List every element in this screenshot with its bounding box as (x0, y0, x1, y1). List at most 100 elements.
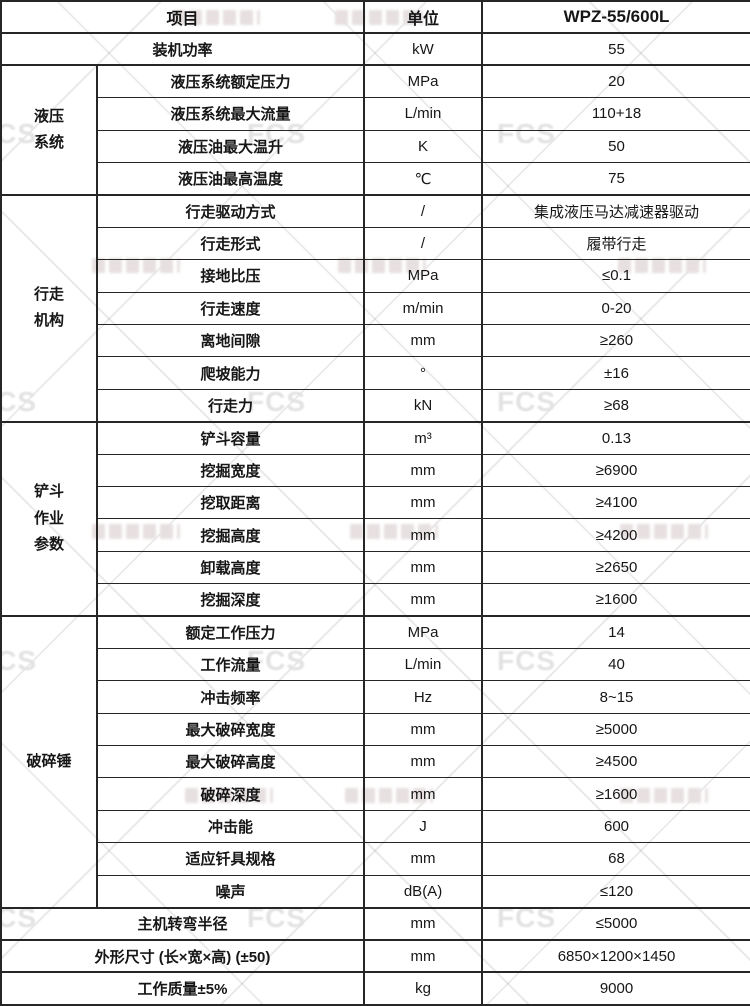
spec-value: ≥4100 (481, 485, 750, 520)
unit-value: mm (363, 906, 484, 941)
item-label: 挖取距离 (95, 485, 366, 520)
spec-value: ±16 (481, 356, 750, 390)
spec-value: 75 (481, 162, 750, 196)
spec-value: 40 (481, 647, 750, 682)
unit-value: mm (363, 583, 484, 617)
item-label: 噪声 (95, 874, 366, 909)
spec-value: 集成液压马达减速器驱动 (481, 193, 750, 228)
item-label: 工作质量±5% (0, 971, 366, 1006)
spec-row: 挖掘宽度 mm ≥6900 (1, 453, 750, 487)
unit-value: m³ (363, 420, 484, 455)
item-label: 行走驱动方式 (95, 193, 366, 228)
unit-value: mm (363, 324, 484, 358)
spec-row: 最大破碎宽度 mm ≥5000 (1, 712, 750, 747)
unit-value: MPa (363, 64, 484, 99)
unit-value: mm (363, 518, 484, 552)
spec-value: 600 (481, 809, 750, 844)
spec-row: 行走速度 m/min 0-20 (1, 291, 750, 326)
spec-value: 20 (481, 64, 750, 99)
spec-row: 爬坡能力 ° ±16 (1, 356, 750, 390)
spec-row: 接地比压 MPa ≤0.1 (1, 259, 750, 293)
item-label: 爬坡能力 (95, 356, 366, 390)
spec-value: ≥4500 (481, 745, 750, 779)
spec-value: 14 (481, 615, 750, 649)
table-header-row: 项目 单位 WPZ-55/600L (0, 0, 750, 34)
spec-value: ≤5000 (481, 906, 750, 941)
spec-value: ≥260 (481, 324, 750, 358)
spec-value: ≥1600 (481, 583, 750, 617)
unit-value: L/min (363, 647, 484, 682)
spec-row: 液压油最高温度 ℃ 75 (1, 162, 750, 196)
unit-value: mm (363, 842, 484, 876)
unit-value: MPa (363, 259, 484, 293)
spec-row: 挖取距离 mm ≥4100 (1, 485, 750, 520)
spec-row: 外形尺寸 (长×宽×高) (±50) mm 6850×1200×1450 (0, 938, 750, 973)
unit-value: m/min (363, 291, 484, 326)
spec-row: 适应钎具规格 mm 68 (1, 842, 750, 876)
unit-value: mm (363, 745, 484, 779)
spec-value: 55 (481, 31, 750, 66)
unit-value: / (363, 193, 484, 228)
item-label: 液压油最高温度 (95, 162, 366, 196)
spec-row: 最大破碎高度 mm ≥4500 (1, 745, 750, 779)
unit-value: kN (363, 388, 484, 423)
spec-row: 行走形式 / 履带行走 (1, 226, 750, 261)
unit-value: mm (363, 938, 484, 973)
unit-value: / (363, 226, 484, 261)
item-label: 装机功率 (0, 31, 366, 66)
col-header-item: 项目 (0, 0, 366, 34)
spec-row: 冲击频率 Hz 8~15 (1, 680, 750, 714)
spec-row: 主机转弯半径 mm ≤5000 (0, 906, 750, 941)
unit-value: mm (363, 777, 484, 811)
unit-value: MPa (363, 615, 484, 649)
col-header-model: WPZ-55/600L (481, 0, 750, 34)
unit-value: ℃ (363, 162, 484, 196)
item-label: 主机转弯半径 (0, 906, 366, 941)
item-label: 液压系统最大流量 (95, 97, 366, 131)
item-label: 液压油最大温升 (95, 129, 366, 164)
unit-value: ° (363, 356, 484, 390)
spec-value: ≥4200 (481, 518, 750, 552)
spec-value: 9000 (481, 971, 750, 1006)
spec-row: 卸载高度 mm ≥2650 (1, 550, 750, 585)
item-label: 最大破碎高度 (95, 745, 366, 779)
unit-value: mm (363, 712, 484, 747)
spec-value: 0.13 (481, 420, 750, 455)
unit-value: kW (363, 31, 484, 66)
spec-value: 6850×1200×1450 (481, 938, 750, 973)
spec-row: 离地间隙 mm ≥260 (1, 324, 750, 358)
unit-value: K (363, 129, 484, 164)
spec-value: ≥68 (481, 388, 750, 423)
item-label: 接地比压 (95, 259, 366, 293)
spec-value: ≤120 (481, 874, 750, 909)
spec-value: 履带行走 (481, 226, 750, 261)
spec-value: ≥1600 (481, 777, 750, 811)
spec-row: 铲斗 作业 参数 铲斗容量 m³ 0.13 (0, 420, 750, 617)
unit-value: kg (363, 971, 484, 1006)
spec-row: 挖掘深度 mm ≥1600 (1, 583, 750, 617)
unit-value: L/min (363, 97, 484, 131)
unit-value: Hz (363, 680, 484, 714)
unit-value: J (363, 809, 484, 844)
spec-row: 冲击能 J 600 (1, 809, 750, 844)
spec-row: 装机功率 kW 55 (0, 31, 750, 66)
item-label: 挖掘宽度 (95, 453, 366, 487)
spec-value: 110+18 (481, 97, 750, 131)
spec-value: ≥5000 (481, 712, 750, 747)
item-label: 离地间隙 (95, 324, 366, 358)
item-label: 工作流量 (95, 647, 366, 682)
item-label: 冲击能 (95, 809, 366, 844)
spec-row: 噪声 dB(A) ≤120 (1, 874, 750, 909)
item-label: 挖掘深度 (95, 583, 366, 617)
spec-row: 破碎锤 额定工作压力 MPa 14 (0, 615, 750, 909)
spec-row: 液压油最大温升 K 50 (1, 129, 750, 164)
col-header-unit: 单位 (363, 0, 484, 34)
spec-row: 液压 系统 液压系统额定压力 MPa 20 (0, 64, 750, 196)
group-label: 液压 系统 (0, 64, 98, 196)
unit-value: mm (363, 485, 484, 520)
item-label: 铲斗容量 (95, 420, 366, 455)
spec-row: 工作流量 L/min 40 (1, 647, 750, 682)
item-label: 破碎深度 (95, 777, 366, 811)
